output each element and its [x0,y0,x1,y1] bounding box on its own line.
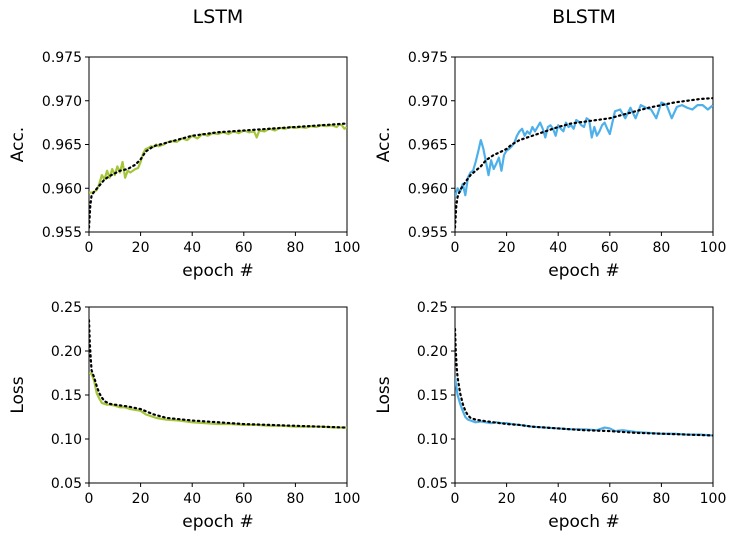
x-axis-label: epoch # [182,512,253,532]
y-tick-label: 0.965 [42,138,82,154]
chart-title: LSTM [193,6,244,28]
y-tick-label: 0.05 [51,476,82,492]
series-line-solid [89,123,347,194]
y-tick-label: 0.970 [42,94,82,110]
x-tick-label: 20 [132,491,150,507]
plot-frame [88,306,348,484]
x-tick-label: 60 [601,491,619,507]
plot-frame [88,56,348,233]
series-line-dotted [89,122,347,229]
y-tick-label: 0.960 [42,181,82,197]
chart-panel-1: LSTM 0 20 40 60 80 100 0.955 0.960 0.965 0.970 0.97… [8,6,360,281]
x-tick-label: 20 [132,240,150,256]
x-tick-label: 80 [652,491,670,507]
chart-panel-3: 0 20 40 60 80 100 0.05 0.10 0.15 0.20 0.25 epoch # L… [8,300,360,532]
y-tick-label: 0.970 [408,94,448,110]
y-tick-label: 0.15 [51,388,82,404]
x-tick-label: 20 [498,240,516,256]
y-tick-label: 0.975 [42,50,82,66]
y-tick-label: 0.965 [408,138,448,154]
x-tick-label: 40 [183,240,201,256]
series-line-dotted [455,327,713,437]
plot-frame [454,56,714,233]
y-tick-label: 0.05 [417,476,448,492]
x-tick-label: 40 [549,240,567,256]
y-tick-label: 0.20 [417,344,448,360]
y-tick-label: 0.20 [51,344,82,360]
y-tick-label: 0.955 [42,225,82,241]
y-tick-label: 0.10 [51,432,82,448]
chart-panel-2: BLSTM 0 20 40 60 80 100 0.955 0.960 0.965 0.970 0.9… [374,6,726,281]
chart-title: BLSTM [552,6,616,28]
x-tick-label: 40 [549,491,567,507]
x-tick-label: 100 [334,491,361,507]
y-tick-label: 0.960 [408,181,448,197]
y-tick-label: 0.975 [408,50,448,66]
series-line-dotted [89,319,347,429]
x-axis-label: epoch # [182,261,253,281]
x-tick-label: 0 [451,491,460,507]
x-tick-label: 0 [85,240,94,256]
x-axis-label: epoch # [548,512,619,532]
series-line-solid [89,371,347,429]
y-axis-label: Loss [374,376,394,413]
x-tick-label: 100 [700,240,727,256]
y-tick-label: 0.15 [417,388,448,404]
x-tick-label: 0 [85,491,94,507]
y-tick-label: 0.25 [417,300,448,316]
y-tick-label: 0.25 [51,300,82,316]
chart-panel-4: 0 20 40 60 80 100 0.05 0.10 0.15 0.20 0.25 epoch # L… [374,300,726,532]
y-tick-label: 0.955 [408,225,448,241]
x-tick-label: 100 [334,240,361,256]
x-tick-label: 20 [498,491,516,507]
x-tick-label: 80 [286,240,304,256]
series-line-solid [455,101,713,198]
x-tick-label: 60 [601,240,619,256]
x-tick-label: 100 [700,491,727,507]
x-tick-label: 60 [235,240,253,256]
x-tick-label: 80 [286,491,304,507]
series-line-solid [455,377,713,437]
y-axis-label: Acc. [374,127,394,162]
x-tick-label: 40 [183,491,201,507]
plot-frame [454,306,714,484]
y-axis-label: Acc. [8,127,28,162]
y-tick-label: 0.10 [417,432,448,448]
series-line-dotted [455,97,713,229]
x-tick-label: 60 [235,491,253,507]
y-axis-label: Loss [8,376,28,413]
x-tick-label: 80 [652,240,670,256]
x-tick-label: 0 [451,240,460,256]
x-axis-label: epoch # [548,261,619,281]
